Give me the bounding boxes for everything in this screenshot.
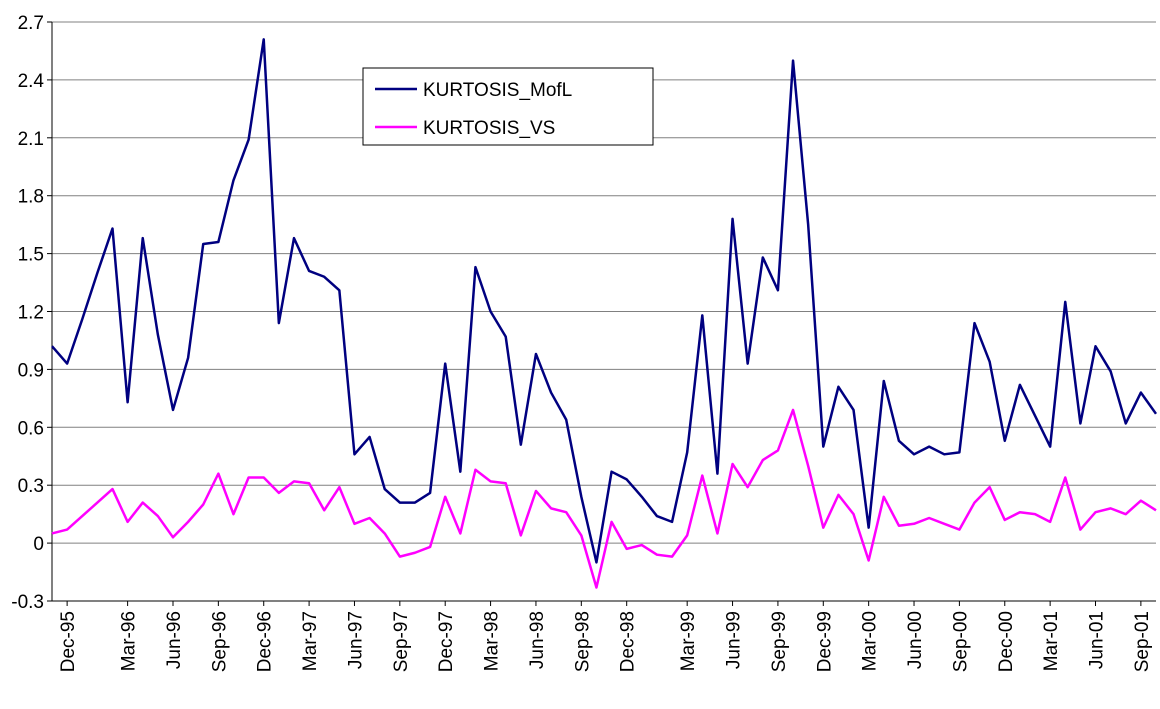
x-tick-label: Sep-01 bbox=[1132, 611, 1153, 672]
y-tick-label: 0.6 bbox=[18, 418, 44, 439]
x-tick-label: Sep-00 bbox=[950, 611, 971, 672]
x-tick-label: Dec-95 bbox=[58, 611, 79, 672]
y-tick-label: 0.3 bbox=[18, 476, 44, 497]
x-tick-label: Mar-99 bbox=[678, 611, 699, 671]
x-tick-label: Mar-97 bbox=[300, 611, 321, 671]
x-tick-label: Sep-96 bbox=[209, 611, 230, 672]
x-tick-label: Jun-97 bbox=[345, 611, 366, 669]
x-tick-label: Dec-97 bbox=[436, 611, 457, 672]
x-tick-label: Jun-01 bbox=[1087, 611, 1108, 669]
y-tick-label: 2.1 bbox=[18, 129, 44, 150]
y-tick-label: -0.3 bbox=[11, 592, 44, 613]
legend-box bbox=[362, 67, 654, 146]
y-tick-label: 1.5 bbox=[18, 245, 44, 266]
x-tick-label: Dec-96 bbox=[255, 611, 276, 672]
x-tick-label: Mar-00 bbox=[860, 611, 881, 671]
y-tick-label: 1.8 bbox=[18, 187, 44, 208]
legend-label: KURTOSIS_VS bbox=[423, 118, 555, 139]
series-line bbox=[51, 408, 1157, 589]
x-tick-label: Mar-98 bbox=[482, 611, 503, 671]
x-tick-label: Jun-99 bbox=[724, 611, 745, 669]
y-tick-label: 1.2 bbox=[18, 303, 44, 324]
x-tick-label: Sep-99 bbox=[769, 611, 790, 672]
x-tick-label: Jun-00 bbox=[905, 611, 926, 669]
x-tick-label: Sep-98 bbox=[572, 611, 593, 672]
series-line bbox=[51, 38, 1158, 564]
legend-label: KURTOSIS_MofL bbox=[423, 80, 572, 101]
y-tick-label: 0.9 bbox=[18, 360, 44, 381]
x-tick-label: Jun-98 bbox=[527, 611, 548, 669]
x-tick-label: Dec-98 bbox=[618, 611, 639, 672]
y-tick-label: 2.7 bbox=[18, 13, 44, 34]
x-tick-label: Mar-01 bbox=[1041, 611, 1062, 671]
y-tick-label: 2.4 bbox=[18, 71, 45, 92]
y-tick-label: 0 bbox=[33, 534, 44, 555]
x-tick-label: Dec-99 bbox=[814, 611, 835, 672]
x-tick-label: Mar-96 bbox=[119, 611, 140, 671]
x-tick-label: Sep-97 bbox=[391, 611, 412, 672]
x-tick-label: Dec-00 bbox=[996, 611, 1017, 672]
x-tick-label: Jun-96 bbox=[164, 611, 185, 669]
